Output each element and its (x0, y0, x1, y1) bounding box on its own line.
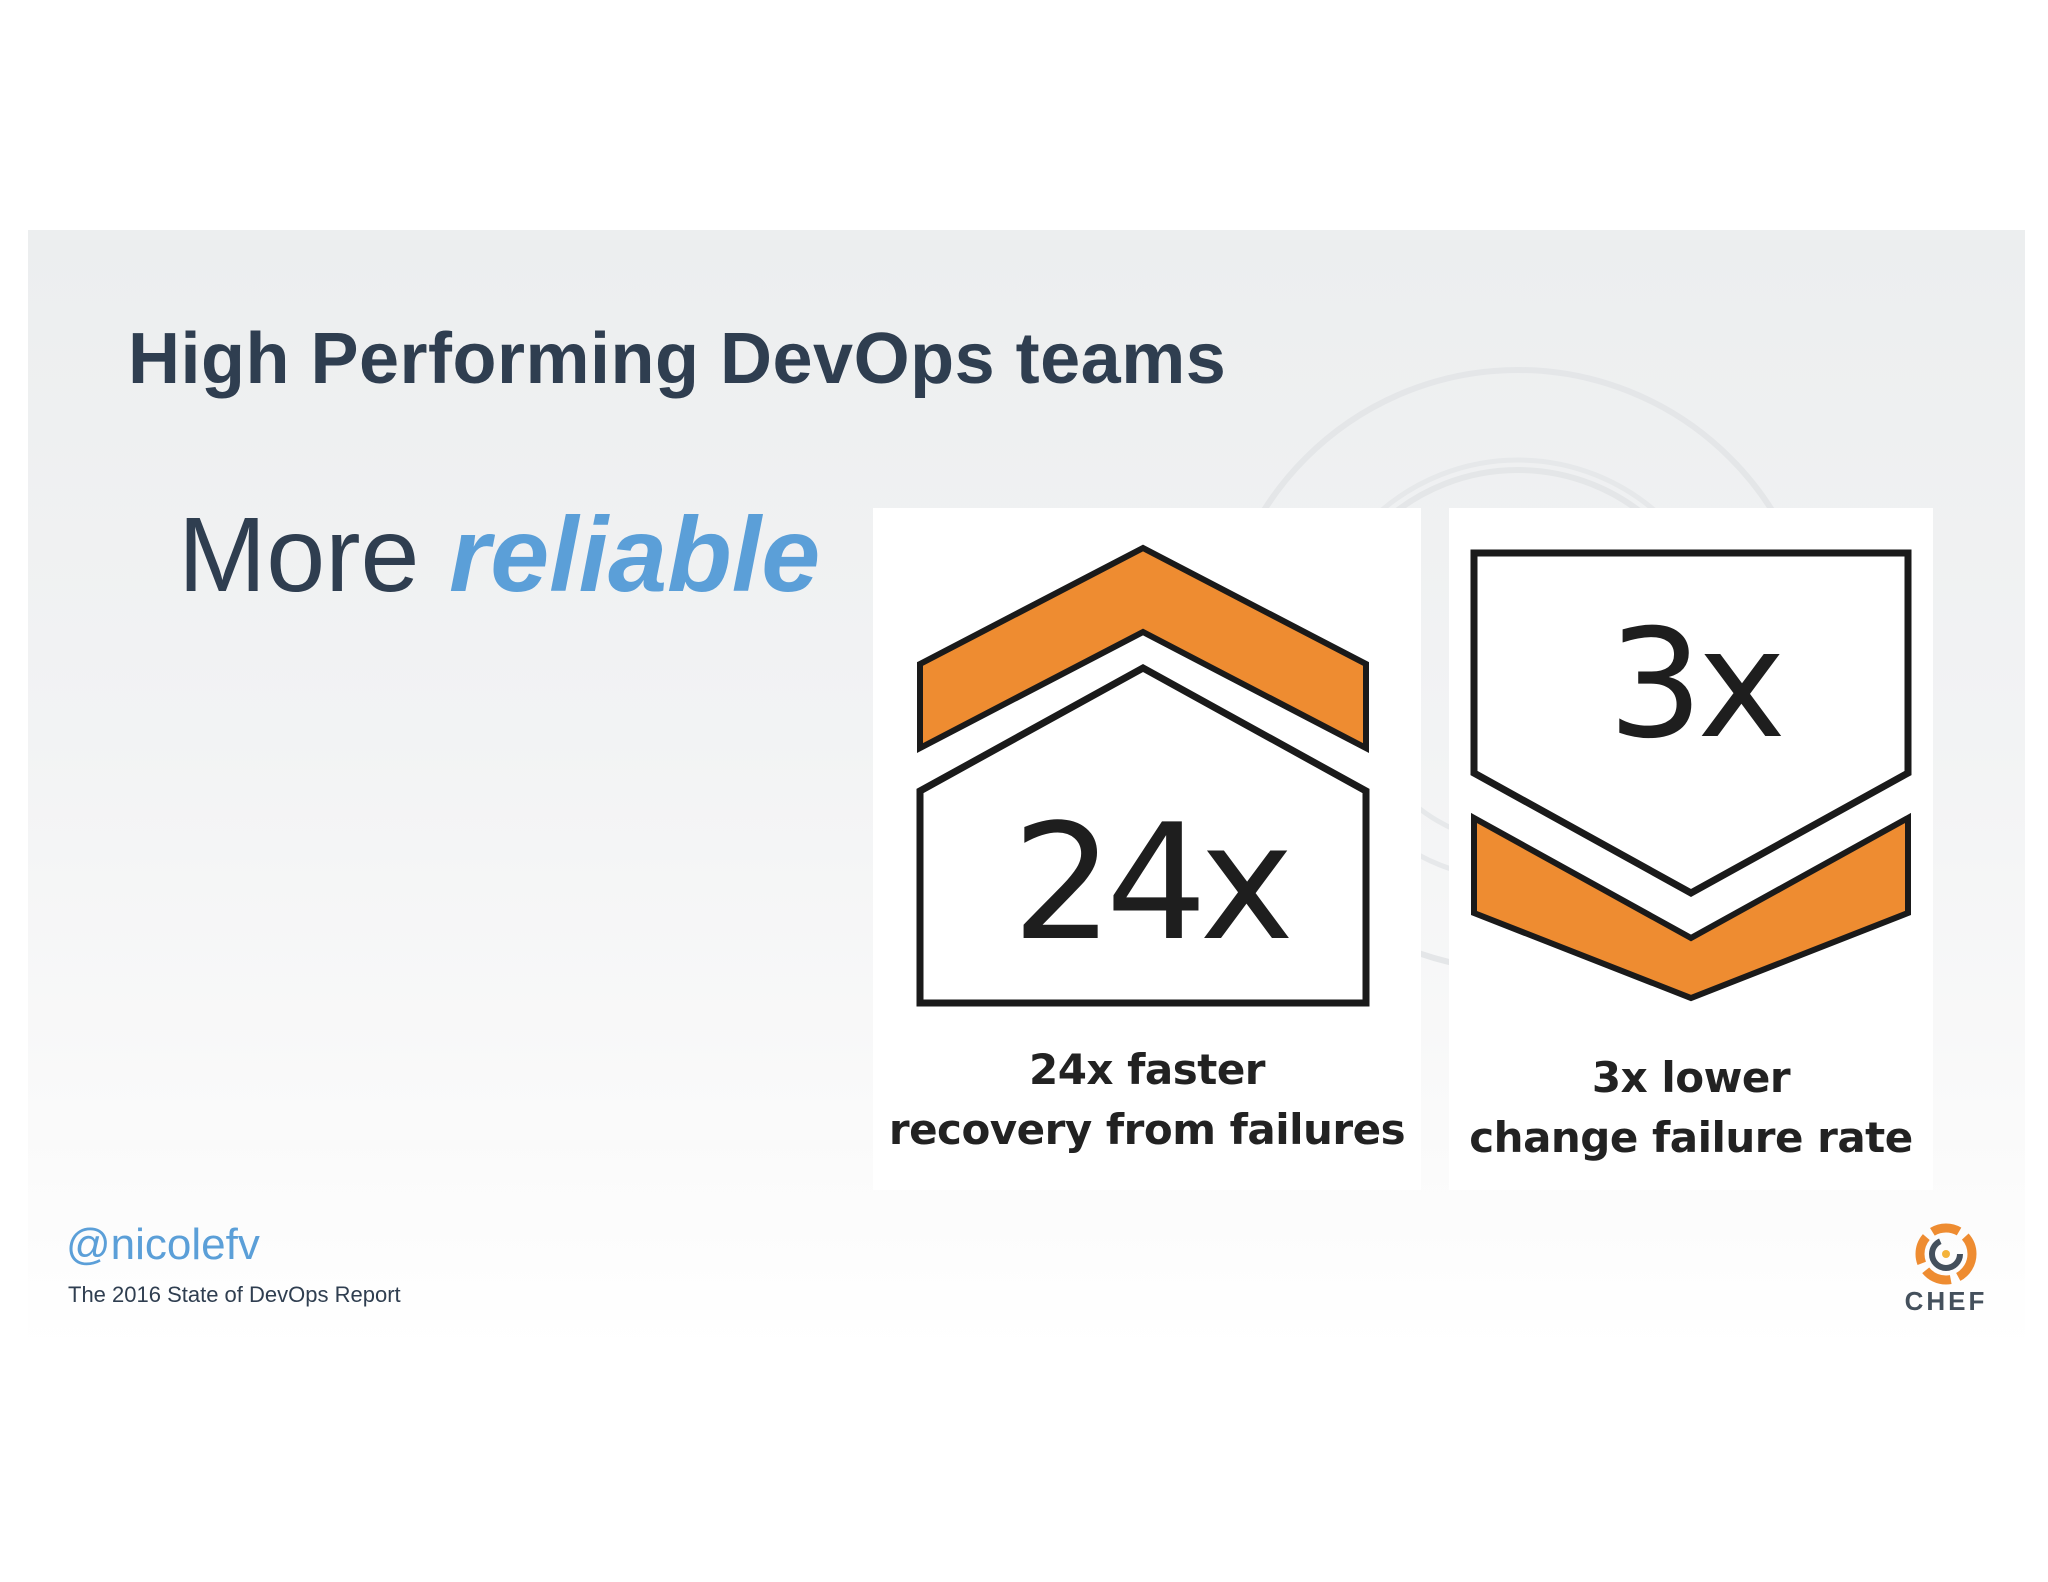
slide: High Performing DevOps teams More reliab… (28, 230, 2025, 1350)
shield-down-chevron-icon: 3x (1470, 549, 1912, 1002)
caption-line-1: 24x faster (1028, 1045, 1266, 1094)
subtitle: More reliable (178, 502, 820, 608)
chef-logo-icon (1915, 1223, 1977, 1285)
caption-line-1: 3x lower (1591, 1053, 1791, 1102)
logo-wordmark: CHEF (1904, 1286, 1988, 1316)
metric-card-recovery: 24x 24x faster recovery from failures (873, 508, 1421, 1190)
source-citation: The 2016 State of DevOps Report (68, 1282, 401, 1307)
caption-line-2: change failure rate (1469, 1113, 1913, 1162)
card-caption: 3x lower change failure rate (1449, 1048, 1933, 1168)
subtitle-lead: More (178, 496, 420, 614)
slide-title: High Performing DevOps teams (128, 319, 1227, 399)
metric-value: 24x (1012, 789, 1290, 976)
chef-logo: CHEF (1896, 1220, 1996, 1320)
metric-card-change-failure: 3x 3x lower change failure rate (1449, 508, 1933, 1190)
card-caption: 24x faster recovery from failures (873, 1040, 1421, 1160)
subtitle-emphasis: reliable (448, 496, 821, 614)
house-up-chevron-icon: 24x (916, 544, 1370, 1007)
twitter-handle: @nicolefv (66, 1220, 260, 1269)
caption-line-2: recovery from failures (888, 1105, 1406, 1154)
metric-value: 3x (1608, 598, 1781, 772)
